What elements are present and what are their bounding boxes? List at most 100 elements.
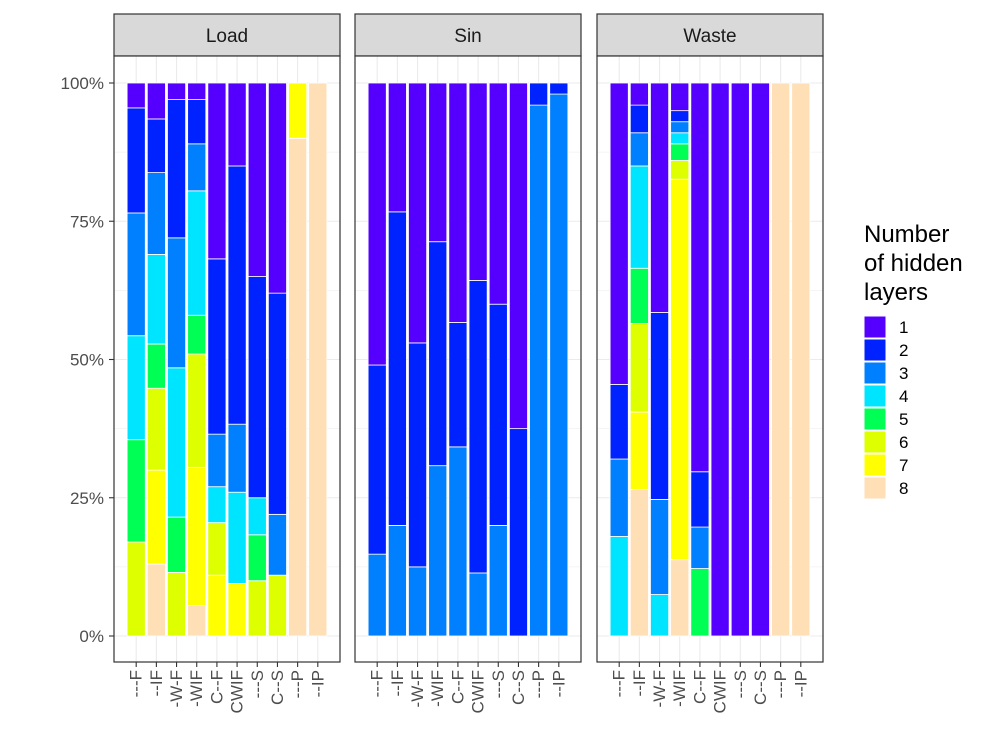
x-tick-label: --IP: [549, 670, 568, 697]
bar-segment-layers-1: [750, 82, 770, 637]
bar-stack-CWIF: [710, 82, 730, 637]
bar-segment-layers-5: [146, 343, 166, 389]
bar-segment-layers-1: [167, 82, 187, 100]
bar-segment-layers-7: [227, 583, 247, 637]
bar-stack-C--S: [750, 82, 770, 637]
bar-segment-layers-6: [126, 541, 146, 637]
bar-segment-layers-3: [267, 513, 287, 576]
bar-segment-layers-2: [650, 312, 670, 500]
bar-segment-layers-1: [508, 82, 528, 430]
bar-segment-layers-5: [167, 516, 187, 573]
bar-segment-layers-2: [609, 383, 629, 460]
bar-segment-layers-1: [247, 82, 267, 277]
bar-segment-layers-3: [207, 433, 227, 488]
bar-segment-layers-4: [187, 190, 207, 316]
bar-segment-layers-1: [126, 82, 146, 109]
legend-item-2: 2: [863, 338, 908, 362]
bar-segment-layers-2: [207, 258, 227, 435]
bar-segment-layers-1: [227, 82, 247, 167]
bar-stack----P: [288, 82, 308, 637]
bar-segment-layers-1: [367, 82, 387, 366]
legend-label: 3: [899, 364, 908, 383]
bar-segment-layers-6: [670, 160, 690, 180]
legend-swatch: [863, 338, 887, 362]
bar-segment-layers-4: [146, 254, 166, 345]
legend-swatch: [863, 384, 887, 408]
bar-segment-layers-6: [146, 387, 166, 471]
bar-segment-layers-4: [670, 132, 690, 145]
x-tick-label: CWIF: [228, 670, 247, 713]
bar-stack----S: [488, 82, 508, 637]
bar-segment-layers-4: [126, 335, 146, 441]
x-tick-label: C--F: [690, 670, 709, 704]
bar-stack----P: [771, 82, 791, 637]
bar-segment-layers-4: [247, 497, 267, 536]
y-tick-label: 100%: [61, 74, 104, 93]
bar-segment-layers-7: [629, 411, 649, 490]
x-tick-label: -WIF: [187, 670, 206, 707]
bar-segment-layers-5: [126, 439, 146, 543]
bar-segment-layers-3: [609, 458, 629, 537]
bar-segment-layers-1: [187, 82, 207, 100]
bar-segment-layers-1: [448, 82, 468, 323]
legend-label: 6: [899, 433, 908, 452]
y-tick-label: 75%: [70, 212, 104, 231]
bar-segment-layers-3: [529, 104, 549, 637]
legend-swatch: [863, 361, 887, 385]
bar-segment-layers-3: [167, 237, 187, 369]
x-tick-label: --IF: [147, 670, 166, 696]
facet-strip-background: [113, 13, 341, 57]
legend-label: 4: [899, 387, 908, 406]
x-tick-label: C--S: [751, 670, 770, 705]
legend-item-1: 1: [863, 315, 908, 339]
facet-panels: ---F --IF -W-F -WIF C--F CWIF ---S C--S ---P --IP…: [113, 55, 824, 713]
bar-segment-layers-1: [609, 82, 629, 385]
legend-label: 5: [899, 410, 908, 429]
bar-segment-layers-2: [508, 428, 528, 637]
bar-segment-layers-3: [629, 132, 649, 167]
bar-segment-layers-1: [387, 82, 407, 213]
bar-segment-layers-7: [146, 469, 166, 565]
bar-stack----P: [529, 82, 549, 637]
bar-stack---IF: [629, 82, 649, 637]
bar-stack----F: [367, 82, 387, 637]
bar-segment-layers-3: [187, 143, 207, 192]
bar-stack-CWIF: [227, 82, 247, 637]
bar-stack--W-F: [408, 82, 428, 637]
panel-sin: ---F --IF -W-F -WIF C--F CWIF ---S C--S ---P --IP: [354, 55, 582, 713]
bar-segment-layers-2: [146, 118, 166, 173]
x-tick-label: C--F: [448, 670, 467, 704]
bar-segment-layers-1: [730, 82, 750, 637]
facet-strips: Load Sin Waste: [113, 13, 824, 57]
legend-label: 1: [899, 318, 908, 337]
bar-segment-layers-5: [690, 568, 710, 637]
bar-segment-layers-4: [650, 594, 670, 637]
bar-segment-layers-1: [267, 82, 287, 294]
bar-segment-layers-5: [629, 267, 649, 324]
facet-strip-load: Load: [113, 13, 341, 57]
legend-label: 7: [899, 456, 908, 475]
bar-stack--W-F: [650, 82, 670, 637]
bar-segment-layers-2: [167, 99, 187, 239]
facet-label: Waste: [683, 26, 736, 47]
bar-stack-C--F: [207, 82, 227, 637]
bar-stack-C--S: [508, 82, 528, 637]
panel-border: [354, 55, 582, 663]
bar-stack---IP: [549, 82, 569, 637]
bar-segment-layers-5: [247, 534, 267, 582]
facet-label: Load: [206, 26, 248, 47]
bar-segment-layers-3: [448, 446, 468, 637]
bar-stack--WIF: [187, 82, 207, 637]
legend-label: 8: [899, 479, 908, 498]
bar-segment-layers-6: [207, 522, 227, 576]
x-tick-label: --IP: [791, 670, 810, 697]
x-tick-label: C--S: [268, 670, 287, 705]
bar-segment-layers-7: [207, 574, 227, 637]
bar-stack---IP: [791, 82, 811, 637]
bar-segment-layers-1: [650, 82, 670, 313]
bar-segment-layers-8: [146, 563, 166, 637]
legend-swatch: [863, 407, 887, 431]
bar-segment-layers-3: [670, 121, 690, 134]
